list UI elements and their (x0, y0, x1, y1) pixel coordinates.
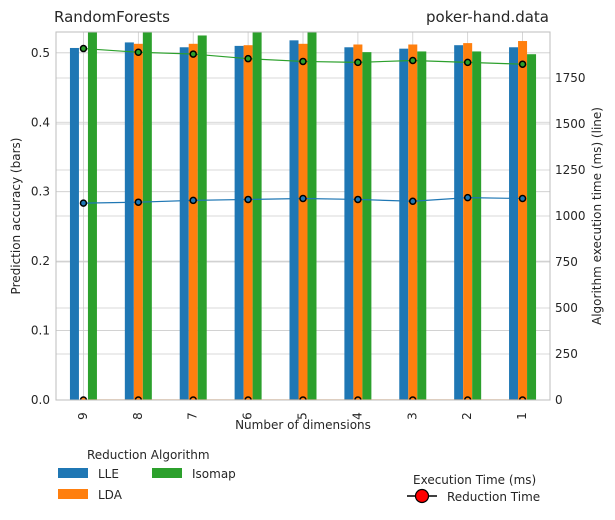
point-lda-5 (299, 396, 307, 400)
bar-lda-5 (298, 43, 308, 400)
legend-label-lda: LDA (98, 488, 123, 502)
bar-lle-4 (344, 47, 354, 400)
legend-algorithms: Reduction Algorithm LLE Isomap LDA (58, 448, 236, 502)
bar-lda-8 (133, 43, 143, 400)
legend-execution-time: Execution Time (ms) Reduction Time (407, 473, 540, 504)
y-axis-label-right: Algorithm execution time (ms) (line) (590, 107, 604, 325)
point-lle-6 (244, 195, 252, 204)
bar-isomap-4 (362, 52, 372, 400)
bar-lda-6 (243, 45, 253, 400)
chart-title-right: poker-hand.data (426, 8, 549, 26)
point-lle-2 (463, 193, 472, 202)
x-tick-1: 8 (131, 412, 145, 420)
legend-swatch-lle (58, 468, 88, 478)
x-tick-8: 1 (515, 412, 529, 420)
x-tick-7: 2 (460, 412, 474, 420)
point-isomap-2 (463, 58, 472, 67)
point-lda-3 (409, 396, 417, 400)
point-isomap-7 (189, 50, 197, 58)
y-tick-left-3: 0.3 (31, 185, 50, 199)
x-tick-6: 3 (405, 412, 419, 420)
legend-title: Reduction Algorithm (87, 448, 210, 462)
point-lle-5 (299, 194, 307, 203)
y-tick-right-6: 1500 (555, 117, 586, 131)
point-lle-1 (518, 194, 527, 203)
point-isomap-4 (354, 58, 362, 67)
bar-lle-1 (509, 47, 519, 400)
legend2-label: Reduction Time (447, 490, 540, 504)
point-lle-4 (354, 195, 362, 204)
y-tick-right-2: 500 (555, 301, 578, 315)
y-tick-left-4: 0.4 (31, 115, 50, 129)
point-lda-1 (518, 396, 527, 400)
x-tick-4: 5 (296, 412, 310, 420)
legend-label-lle: LLE (98, 467, 119, 481)
bar-isomap-5 (307, 32, 317, 400)
bar-lda-7 (188, 43, 198, 400)
bar-isomap-3 (417, 51, 427, 400)
point-lda-7 (189, 396, 197, 400)
y-axis-label-left: Prediction accuracy (bars) (9, 138, 23, 295)
bar-lda-1 (518, 41, 528, 400)
legend2-title: Execution Time (ms) (413, 473, 536, 487)
point-lda-2 (463, 396, 472, 400)
y-tick-right-3: 750 (555, 255, 578, 269)
point-lle-3 (409, 197, 417, 206)
plot-frame (55, 31, 551, 401)
tick-labels: 0.0 0.1 0.2 0.3 0.4 0.5 0 250 500 750 1000 1250 1500… (31, 46, 586, 420)
y-tick-left-1: 0.1 (31, 324, 50, 338)
legend2-marker (414, 488, 430, 504)
bar-isomap-9 (87, 32, 97, 400)
bars (69, 32, 537, 400)
bar-lle-2 (454, 45, 464, 400)
point-isomap-6 (244, 54, 252, 63)
x-tick-3: 6 (241, 412, 255, 420)
point-lda-6 (244, 396, 252, 400)
point-lda-4 (354, 396, 362, 400)
point-isomap-8 (134, 48, 143, 56)
point-isomap-9 (79, 44, 88, 53)
x-tick-2: 7 (186, 412, 200, 420)
point-lle-9 (79, 199, 88, 207)
legend-swatch-isomap (152, 468, 182, 478)
bar-lle-6 (234, 45, 244, 400)
y-tick-right-5: 1250 (555, 163, 586, 177)
bar-lda-4 (353, 44, 363, 400)
bar-lle-8 (124, 42, 134, 400)
bar-lda-2 (463, 43, 473, 400)
y-tick-right-0: 0 (555, 393, 563, 407)
point-isomap-1 (518, 60, 527, 68)
bar-lle-9 (69, 47, 79, 400)
bar-lle-5 (289, 40, 299, 400)
point-isomap-3 (409, 56, 417, 65)
point-isomap-5 (299, 57, 307, 66)
point-lda-9 (79, 396, 88, 400)
y-tick-right-4: 1000 (555, 209, 586, 223)
point-lda-8 (134, 396, 143, 400)
bar-isomap-6 (252, 32, 262, 400)
bar-isomap-8 (142, 32, 152, 400)
bar-lda-3 (408, 44, 418, 400)
bar-lle-7 (179, 47, 189, 400)
y-tick-right-1: 250 (555, 347, 578, 361)
bar-lle-3 (399, 48, 409, 400)
bar-isomap-7 (197, 35, 207, 400)
bar-isomap-2 (472, 51, 482, 400)
legend-swatch-lda (58, 489, 88, 499)
y-tick-left-5: 0.5 (31, 46, 50, 60)
legend-label-isomap: Isomap (192, 467, 236, 481)
y-tick-left-0: 0.0 (31, 393, 50, 407)
bar-isomap-1 (527, 54, 537, 400)
point-lle-8 (134, 198, 143, 206)
execution-time-lines (79, 44, 527, 400)
x-axis-label: Number of dimensions (235, 418, 371, 432)
y-tick-left-2: 0.2 (31, 254, 50, 268)
point-lle-7 (189, 196, 197, 205)
y-tick-right-7: 1750 (555, 71, 586, 85)
x-tick-5: 4 (350, 412, 364, 420)
chart-title-left: RandomForests (54, 8, 170, 26)
x-tick-0: 9 (76, 412, 90, 420)
